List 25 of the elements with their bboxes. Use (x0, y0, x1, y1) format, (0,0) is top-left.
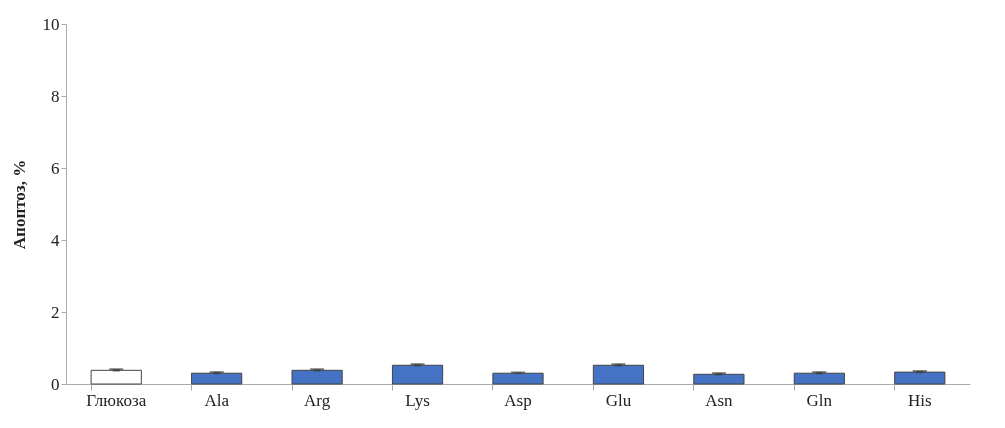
x-tick-label: Arg (304, 390, 331, 410)
bar (894, 371, 946, 385)
bar (90, 369, 142, 385)
bar (191, 372, 243, 385)
bar (291, 369, 343, 385)
x-tick-label: Ala (204, 390, 230, 410)
bar (391, 364, 444, 385)
bar (492, 372, 544, 385)
bar (693, 373, 745, 385)
x-tick-label: Asp (504, 390, 532, 410)
y-tick-label: 6 (51, 158, 60, 178)
y-tick-label: 0 (51, 374, 60, 394)
y-tick-label: 2 (51, 302, 60, 322)
y-tick-label: 10 (42, 14, 60, 34)
x-tick-label: His (907, 390, 932, 410)
bar (793, 372, 845, 385)
y-tick-label: 4 (51, 230, 60, 250)
x-tick-label: Asn (705, 390, 734, 410)
x-tick-label: Lys (405, 390, 430, 410)
y-tick-label: 8 (51, 86, 60, 106)
y-axis-title: Апоптоз, % (9, 159, 29, 250)
x-tick-label: Gln (806, 390, 833, 410)
x-tick-label: Glu (605, 390, 632, 410)
bar (592, 364, 645, 385)
x-tick-label: Глюкоза (86, 390, 147, 410)
